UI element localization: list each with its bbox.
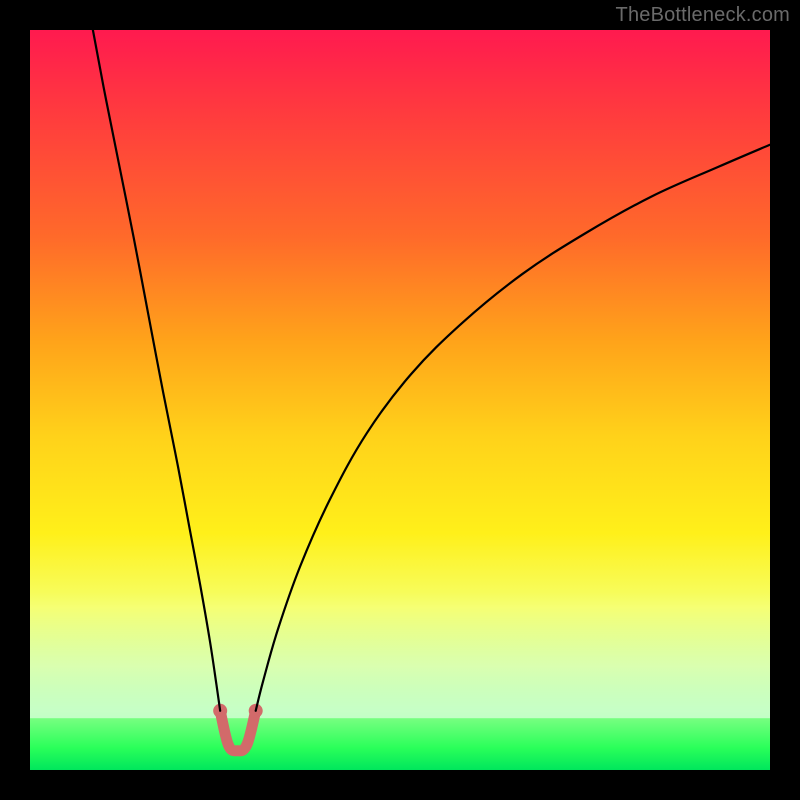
chart-overlay [0, 0, 800, 800]
fade-band [30, 592, 770, 718]
